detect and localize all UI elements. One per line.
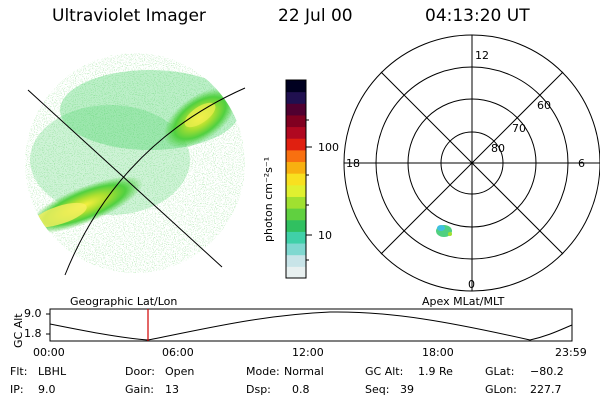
colorbar-swatch	[286, 208, 306, 221]
colorbar-swatch	[286, 91, 306, 104]
polar-label-12: 12	[475, 49, 489, 62]
timeline-xtick-0000: 00:00	[33, 346, 65, 359]
ip-label: IP:	[10, 383, 24, 396]
timeline-xtick-1800: 18:00	[422, 346, 454, 359]
colorbar-swatch	[286, 184, 306, 197]
altitude-curve	[49, 311, 573, 341]
instrument-title: Ultraviolet Imager	[52, 6, 206, 26]
door-value: Open	[165, 365, 195, 378]
ip-value: 9.0	[38, 383, 56, 396]
colorbar	[285, 79, 312, 279]
uv-auroral-image	[25, 53, 245, 273]
polar-aurora-blob	[436, 225, 452, 237]
colorbar-swatch	[286, 196, 306, 209]
colorbar-swatch	[286, 219, 306, 232]
colorbar-swatch	[286, 254, 306, 267]
time-label: 04:13:20 UT	[425, 6, 530, 26]
seq-label: Seq:	[365, 383, 390, 396]
polar-label-18: 18	[346, 157, 360, 170]
colorbar-tick-10: 10	[318, 229, 332, 242]
colorbar-swatch	[286, 114, 306, 128]
colorbar-swatch	[286, 80, 306, 93]
colorbar-swatch	[286, 138, 306, 151]
timeline-right-caption: Apex MLat/MLT	[422, 295, 505, 308]
glon-label: GLon:	[485, 383, 517, 396]
glon-value: 227.7	[530, 383, 562, 396]
colorbar-swatch	[286, 231, 306, 244]
colorbar-swatch	[286, 103, 306, 116]
gain-label: Gain:	[125, 383, 154, 396]
colorbar-swatch	[286, 266, 306, 279]
polar-label-0: 0	[468, 278, 475, 291]
timeline-plot	[46, 308, 573, 342]
colorbar-swatch	[286, 161, 306, 174]
colorbar-swatch	[286, 126, 306, 139]
gain-value: 13	[165, 383, 179, 396]
date-label: 22 Jul 00	[278, 6, 353, 26]
filter-label: Flt:	[10, 365, 28, 378]
dsp-label: Dsp:	[246, 383, 271, 396]
mode-label: Mode:	[246, 365, 280, 378]
timeline-xtick-2359: 23:59	[555, 346, 587, 359]
glat-value: −80.2	[530, 365, 564, 378]
polar-label-6: 6	[578, 157, 585, 170]
timeline-xtick-0600: 06:00	[162, 346, 194, 359]
colorbar-unit-label: photon cm⁻²s⁻¹	[262, 156, 275, 242]
mode-value: Normal	[284, 365, 324, 378]
timeline-ytick-9: 9.0	[24, 307, 42, 320]
door-label: Door:	[125, 365, 155, 378]
filter-value: LBHL	[38, 365, 67, 378]
seq-value: 39	[400, 383, 414, 396]
gc-alt-value: 1.9 Re	[418, 365, 453, 378]
dsp-value: 0.8	[292, 383, 310, 396]
polar-mlt-plot	[343, 34, 600, 292]
glat-label: GLat:	[485, 365, 515, 378]
timeline-ytick-1-8: 1.8	[24, 327, 42, 340]
geographic-grid	[27, 87, 246, 276]
polar-ring-label-60: 60	[537, 99, 551, 112]
polar-ring-label-70: 70	[512, 122, 526, 135]
gc-alt-label: GC Alt:	[365, 365, 404, 378]
polar-ring-label-80: 80	[491, 142, 505, 155]
colorbar-swatch	[286, 149, 306, 163]
timeline-left-caption: Geographic Lat/Lon	[70, 295, 178, 308]
timeline-xtick-1200: 12:00	[292, 346, 324, 359]
colorbar-swatch	[286, 243, 306, 256]
colorbar-tick-100: 100	[318, 141, 339, 154]
colorbar-swatch	[286, 173, 306, 186]
colorbar-frame	[285, 79, 307, 279]
